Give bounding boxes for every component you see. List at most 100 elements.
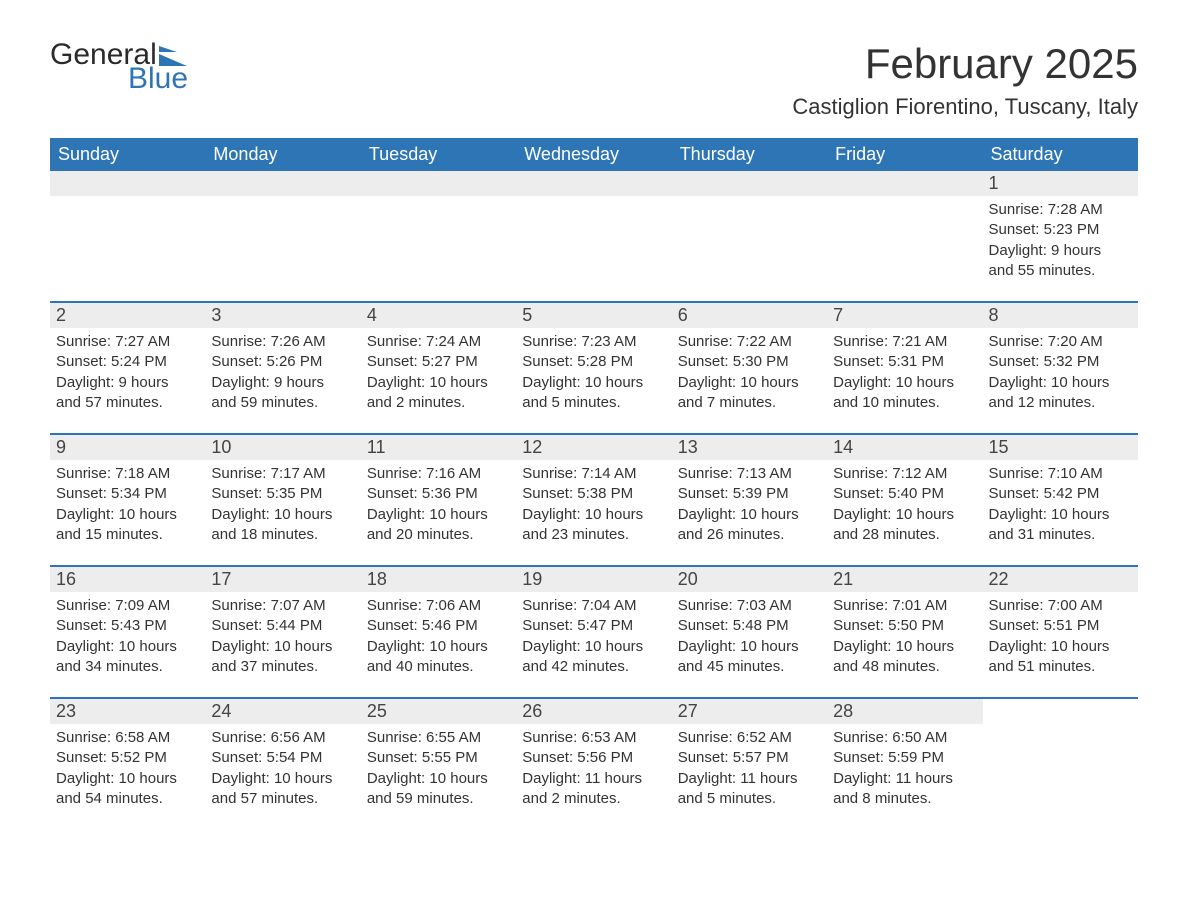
daylight-line-2: and 18 minutes. <box>211 525 354 545</box>
daylight-line: Daylight: 9 hours <box>989 241 1132 261</box>
daylight-line: Daylight: 10 hours <box>833 637 976 657</box>
daylight-line-2: and 5 minutes. <box>678 789 821 809</box>
daylight-line-2: and 5 minutes. <box>522 393 665 413</box>
daylight-line-2: and 48 minutes. <box>833 657 976 677</box>
sunrise-line: Sunrise: 6:53 AM <box>522 728 665 748</box>
sunrise-line: Sunrise: 7:13 AM <box>678 464 821 484</box>
daylight-line-2: and 54 minutes. <box>56 789 199 809</box>
sunset-line: Sunset: 5:34 PM <box>56 484 199 504</box>
daylight-line-2: and 42 minutes. <box>522 657 665 677</box>
calendar-cell: 26Sunrise: 6:53 AMSunset: 5:56 PMDayligh… <box>516 699 671 829</box>
sunrise-line: Sunrise: 7:12 AM <box>833 464 976 484</box>
daylight-line-2: and 40 minutes. <box>367 657 510 677</box>
sunrise-line: Sunrise: 7:07 AM <box>211 596 354 616</box>
daylight-line-2: and 59 minutes. <box>367 789 510 809</box>
sunset-line: Sunset: 5:59 PM <box>833 748 976 768</box>
sunrise-line: Sunrise: 6:52 AM <box>678 728 821 748</box>
sunrise-line: Sunrise: 7:10 AM <box>989 464 1132 484</box>
day-info <box>516 196 671 210</box>
sunset-line: Sunset: 5:54 PM <box>211 748 354 768</box>
day-number: 9 <box>50 435 205 460</box>
day-number: 11 <box>361 435 516 460</box>
day-info: Sunrise: 6:50 AMSunset: 5:59 PMDaylight:… <box>827 724 982 819</box>
day-info <box>672 196 827 210</box>
sunset-line: Sunset: 5:52 PM <box>56 748 199 768</box>
calendar-cell: 13Sunrise: 7:13 AMSunset: 5:39 PMDayligh… <box>672 435 827 565</box>
daylight-line-2: and 7 minutes. <box>678 393 821 413</box>
day-number: 25 <box>361 699 516 724</box>
sunrise-line: Sunrise: 7:17 AM <box>211 464 354 484</box>
day-number: 4 <box>361 303 516 328</box>
sunset-line: Sunset: 5:44 PM <box>211 616 354 636</box>
sunrise-line: Sunrise: 7:14 AM <box>522 464 665 484</box>
sunset-line: Sunset: 5:24 PM <box>56 352 199 372</box>
day-info <box>827 196 982 210</box>
daylight-line-2: and 20 minutes. <box>367 525 510 545</box>
daylight-line: Daylight: 11 hours <box>678 769 821 789</box>
calendar-cell: 20Sunrise: 7:03 AMSunset: 5:48 PMDayligh… <box>672 567 827 697</box>
day-info: Sunrise: 7:26 AMSunset: 5:26 PMDaylight:… <box>205 328 360 423</box>
sunset-line: Sunset: 5:39 PM <box>678 484 821 504</box>
calendar-cell: 11Sunrise: 7:16 AMSunset: 5:36 PMDayligh… <box>361 435 516 565</box>
day-header: Tuesday <box>361 138 516 171</box>
sunset-line: Sunset: 5:30 PM <box>678 352 821 372</box>
day-info: Sunrise: 6:52 AMSunset: 5:57 PMDaylight:… <box>672 724 827 819</box>
title-block: February 2025 Castiglion Fiorentino, Tus… <box>792 40 1138 120</box>
calendar-cell: 8Sunrise: 7:20 AMSunset: 5:32 PMDaylight… <box>983 303 1138 433</box>
calendar-cell: 16Sunrise: 7:09 AMSunset: 5:43 PMDayligh… <box>50 567 205 697</box>
sunset-line: Sunset: 5:36 PM <box>367 484 510 504</box>
daylight-line-2: and 57 minutes. <box>211 789 354 809</box>
daylight-line-2: and 28 minutes. <box>833 525 976 545</box>
calendar-cell: 6Sunrise: 7:22 AMSunset: 5:30 PMDaylight… <box>672 303 827 433</box>
daylight-line: Daylight: 10 hours <box>56 769 199 789</box>
day-info: Sunrise: 7:09 AMSunset: 5:43 PMDaylight:… <box>50 592 205 687</box>
daylight-line-2: and 10 minutes. <box>833 393 976 413</box>
day-info <box>50 196 205 210</box>
calendar-cell <box>827 171 982 301</box>
daylight-line-2: and 51 minutes. <box>989 657 1132 677</box>
daylight-line-2: and 31 minutes. <box>989 525 1132 545</box>
day-info: Sunrise: 7:24 AMSunset: 5:27 PMDaylight:… <box>361 328 516 423</box>
day-number: 1 <box>983 171 1138 196</box>
day-number: 20 <box>672 567 827 592</box>
sunrise-line: Sunrise: 7:09 AM <box>56 596 199 616</box>
calendar-week: 16Sunrise: 7:09 AMSunset: 5:43 PMDayligh… <box>50 565 1138 697</box>
day-info: Sunrise: 7:27 AMSunset: 5:24 PMDaylight:… <box>50 328 205 423</box>
day-number: 15 <box>983 435 1138 460</box>
day-info: Sunrise: 7:16 AMSunset: 5:36 PMDaylight:… <box>361 460 516 555</box>
day-number: 17 <box>205 567 360 592</box>
day-info: Sunrise: 7:00 AMSunset: 5:51 PMDaylight:… <box>983 592 1138 687</box>
calendar-cell: 17Sunrise: 7:07 AMSunset: 5:44 PMDayligh… <box>205 567 360 697</box>
day-header: Wednesday <box>516 138 671 171</box>
sunrise-line: Sunrise: 7:28 AM <box>989 200 1132 220</box>
daylight-line-2: and 8 minutes. <box>833 789 976 809</box>
daylight-line: Daylight: 10 hours <box>522 505 665 525</box>
day-info: Sunrise: 7:28 AMSunset: 5:23 PMDaylight:… <box>983 196 1138 291</box>
day-info: Sunrise: 7:17 AMSunset: 5:35 PMDaylight:… <box>205 460 360 555</box>
sunset-line: Sunset: 5:57 PM <box>678 748 821 768</box>
sunrise-line: Sunrise: 7:27 AM <box>56 332 199 352</box>
daylight-line-2: and 15 minutes. <box>56 525 199 545</box>
sunset-line: Sunset: 5:43 PM <box>56 616 199 636</box>
day-number: 19 <box>516 567 671 592</box>
location: Castiglion Fiorentino, Tuscany, Italy <box>792 94 1138 120</box>
calendar-cell: 27Sunrise: 6:52 AMSunset: 5:57 PMDayligh… <box>672 699 827 829</box>
logo: General Blue <box>50 40 189 94</box>
daylight-line: Daylight: 9 hours <box>56 373 199 393</box>
calendar-cell <box>672 171 827 301</box>
sunrise-line: Sunrise: 6:56 AM <box>211 728 354 748</box>
sunset-line: Sunset: 5:40 PM <box>833 484 976 504</box>
calendar-cell: 23Sunrise: 6:58 AMSunset: 5:52 PMDayligh… <box>50 699 205 829</box>
calendar-cell <box>983 699 1138 829</box>
day-info: Sunrise: 6:55 AMSunset: 5:55 PMDaylight:… <box>361 724 516 819</box>
day-number: 12 <box>516 435 671 460</box>
day-header: Saturday <box>983 138 1138 171</box>
sunset-line: Sunset: 5:42 PM <box>989 484 1132 504</box>
sunrise-line: Sunrise: 7:24 AM <box>367 332 510 352</box>
day-info: Sunrise: 7:06 AMSunset: 5:46 PMDaylight:… <box>361 592 516 687</box>
calendar-cell <box>361 171 516 301</box>
sunset-line: Sunset: 5:55 PM <box>367 748 510 768</box>
day-number: 23 <box>50 699 205 724</box>
day-info: Sunrise: 7:13 AMSunset: 5:39 PMDaylight:… <box>672 460 827 555</box>
calendar-cell: 4Sunrise: 7:24 AMSunset: 5:27 PMDaylight… <box>361 303 516 433</box>
